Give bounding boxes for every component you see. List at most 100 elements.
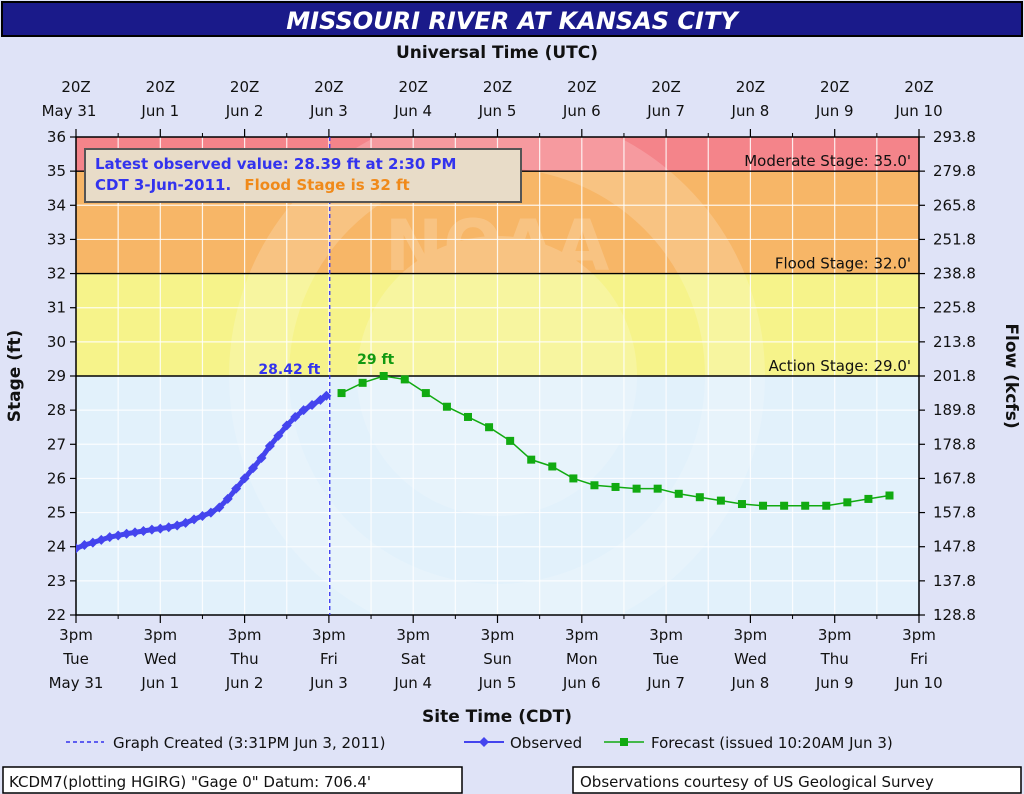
observed-point bbox=[163, 522, 174, 533]
x-bottom-tick-time: 3pm bbox=[734, 626, 768, 644]
forecast-point bbox=[885, 491, 894, 500]
x-top-tick-time: 20Z bbox=[61, 78, 90, 96]
y2-tick-label: 265.8 bbox=[933, 196, 976, 214]
plot-frame bbox=[75, 136, 920, 616]
forecast-point bbox=[737, 500, 746, 509]
x-bottom-tick-time: 3pm bbox=[312, 626, 346, 644]
x-top-tick-time: 20Z bbox=[230, 78, 259, 96]
x-bottom-tick-day: Tue bbox=[62, 650, 89, 668]
x-bottom-tick-time: 3pm bbox=[396, 626, 430, 644]
observed-point bbox=[197, 510, 208, 521]
observed-point bbox=[104, 532, 115, 543]
observed-point bbox=[121, 528, 132, 539]
x-bottom-tick-day: Fri bbox=[320, 650, 338, 668]
forecast-point bbox=[400, 375, 409, 384]
y-tick-label: 32 bbox=[47, 265, 66, 283]
x-bottom-tick-date: Jun 2 bbox=[225, 674, 264, 692]
y-tick-label: 34 bbox=[47, 196, 66, 214]
forecast-point bbox=[442, 402, 451, 411]
observed-point bbox=[231, 483, 242, 494]
x-bottom-tick-date: Jun 5 bbox=[478, 674, 517, 692]
y2-tick-label: 251.8 bbox=[933, 230, 976, 248]
x-top-tick-time: 20Z bbox=[399, 78, 428, 96]
forecast-point bbox=[569, 474, 578, 483]
observed-point bbox=[87, 537, 98, 548]
forecast-point bbox=[716, 496, 725, 505]
x-bottom-tick-day: Sun bbox=[483, 650, 512, 668]
observed-point bbox=[256, 452, 267, 463]
observed-point bbox=[155, 523, 166, 534]
x-top-tick-time: 20Z bbox=[904, 78, 933, 96]
forecast-point bbox=[653, 484, 662, 493]
x-top-tick-time: 20Z bbox=[651, 78, 680, 96]
forecast-point bbox=[506, 436, 515, 445]
x-bottom-tick-time: 3pm bbox=[228, 626, 262, 644]
y-tick-label: 36 bbox=[47, 128, 66, 146]
y-tick-label: 26 bbox=[47, 469, 66, 487]
x-top-tick-time: 20Z bbox=[314, 78, 343, 96]
observed-point bbox=[264, 440, 275, 451]
y2-tick-label: 178.8 bbox=[933, 435, 976, 453]
y-axis-title-right: Flow (kcfs) bbox=[1001, 323, 1021, 428]
x-top-tick-date: May 31 bbox=[42, 102, 97, 120]
title-bar bbox=[1, 1, 1023, 37]
forecast-point bbox=[421, 389, 430, 398]
observed-point bbox=[290, 411, 301, 422]
observed-point bbox=[273, 430, 284, 441]
x-top-tick-time: 20Z bbox=[483, 78, 512, 96]
info-line2: CDT 3-Jun-2011. Flood Stage is 32 ft bbox=[95, 176, 410, 194]
forecast-point bbox=[358, 378, 367, 387]
y2-tick-label: 201.8 bbox=[933, 367, 976, 385]
legend-created-label: Graph Created (3:31PM Jun 3, 2011) bbox=[113, 734, 386, 752]
x-bottom-tick-date: Jun 4 bbox=[393, 674, 432, 692]
x-bottom-tick-time: 3pm bbox=[818, 626, 852, 644]
top-axis-title: Universal Time (UTC) bbox=[396, 43, 598, 63]
x-top-tick-date: Jun 5 bbox=[478, 102, 517, 120]
y2-tick-label: 167.8 bbox=[933, 469, 976, 487]
x-bottom-tick-time: 3pm bbox=[649, 626, 683, 644]
forecast-point bbox=[695, 493, 704, 502]
x-bottom-tick-day: Thu bbox=[820, 650, 849, 668]
observed-point bbox=[321, 390, 332, 401]
observed-point bbox=[214, 502, 225, 513]
x-top-tick-date: Jun 3 bbox=[309, 102, 348, 120]
x-top-tick-date: Jun 10 bbox=[894, 102, 942, 120]
y-tick-label: 27 bbox=[47, 435, 66, 453]
y2-tick-label: 137.8 bbox=[933, 572, 976, 590]
legend-observed-marker bbox=[479, 737, 489, 747]
info-flood-stage: Flood Stage is 32 ft bbox=[244, 176, 409, 194]
forecast-point bbox=[843, 498, 852, 507]
footer-right-text: Observations courtesy of US Geological S… bbox=[580, 773, 934, 791]
footer-right-box bbox=[572, 766, 1022, 794]
x-bottom-tick-time: 3pm bbox=[565, 626, 599, 644]
forecast-point bbox=[780, 501, 789, 510]
y2-tick-label: 157.8 bbox=[933, 504, 976, 522]
forecast-peak-label: 29 ft bbox=[357, 352, 394, 368]
x-top-tick-date: Jun 4 bbox=[393, 102, 432, 120]
forecast-point bbox=[527, 455, 536, 464]
observed-point bbox=[189, 514, 200, 525]
y-tick-label: 29 bbox=[47, 367, 66, 385]
forecast-point bbox=[590, 481, 599, 490]
forecast-point bbox=[822, 501, 831, 510]
x-top-tick-date: Jun 6 bbox=[562, 102, 601, 120]
x-top-tick-date: Jun 9 bbox=[815, 102, 854, 120]
x-bottom-tick-date: Jun 6 bbox=[562, 674, 601, 692]
x-bottom-tick-day: Fri bbox=[910, 650, 928, 668]
forecast-point bbox=[632, 484, 641, 493]
legend-forecast-marker bbox=[620, 738, 628, 746]
stage-threshold-lines: Moderate Stage: 35.0' Flood Stage: 32.0' A… bbox=[76, 152, 919, 377]
observed-point bbox=[222, 493, 233, 504]
info-date: CDT 3-Jun-2011. bbox=[95, 176, 231, 194]
x-axis-top: 20Z May 31 20Z Jun 1 20Z Jun 2 20Z Jun 3 20Z Jun … bbox=[42, 78, 943, 137]
y2-tick-label: 147.8 bbox=[933, 538, 976, 556]
x-top-tick-date: Jun 7 bbox=[646, 102, 685, 120]
x-bottom-tick-day: Wed bbox=[144, 650, 177, 668]
y2-tick-label: 238.8 bbox=[933, 265, 976, 283]
forecast-point bbox=[611, 482, 620, 491]
stage-label: Moderate Stage: 35.0' bbox=[744, 152, 911, 170]
observed-point bbox=[76, 543, 81, 554]
observed-point bbox=[130, 527, 141, 538]
forecast-point bbox=[379, 372, 388, 380]
